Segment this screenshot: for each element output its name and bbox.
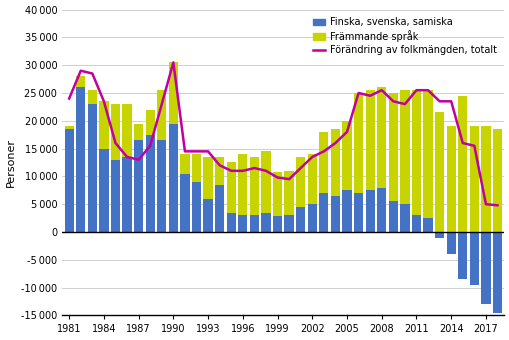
Bar: [226, 163, 235, 212]
Bar: [157, 140, 166, 232]
Bar: [422, 90, 432, 218]
Bar: [376, 188, 386, 232]
Y-axis label: Personer: Personer: [6, 138, 16, 187]
Legend: Finska, svenska, samiska, Främmande språk, Förändring av folkmängden, totalt: Finska, svenska, samiska, Främmande språ…: [309, 14, 499, 58]
Bar: [180, 154, 189, 174]
Bar: [88, 104, 97, 232]
Bar: [238, 215, 247, 232]
Bar: [469, 232, 478, 285]
Bar: [272, 217, 281, 232]
Bar: [434, 232, 443, 238]
Bar: [446, 232, 455, 254]
Bar: [342, 190, 351, 232]
Bar: [249, 157, 259, 215]
Bar: [457, 96, 466, 232]
Bar: [76, 87, 85, 232]
Bar: [272, 172, 281, 217]
Bar: [296, 207, 305, 232]
Bar: [261, 151, 270, 212]
Bar: [65, 126, 74, 129]
Bar: [319, 132, 328, 193]
Bar: [457, 232, 466, 279]
Bar: [400, 90, 409, 204]
Bar: [353, 93, 362, 193]
Bar: [145, 110, 155, 135]
Bar: [203, 157, 212, 199]
Bar: [65, 129, 74, 232]
Bar: [365, 190, 374, 232]
Bar: [110, 104, 120, 160]
Bar: [411, 215, 420, 232]
Bar: [99, 101, 108, 149]
Bar: [388, 201, 397, 232]
Bar: [411, 90, 420, 215]
Bar: [99, 149, 108, 232]
Bar: [191, 154, 201, 182]
Bar: [122, 104, 131, 157]
Bar: [492, 129, 501, 232]
Bar: [330, 129, 340, 196]
Bar: [226, 212, 235, 232]
Bar: [342, 121, 351, 190]
Bar: [434, 113, 443, 232]
Bar: [446, 126, 455, 232]
Bar: [203, 199, 212, 232]
Bar: [238, 154, 247, 215]
Bar: [215, 157, 224, 185]
Bar: [400, 204, 409, 232]
Bar: [365, 90, 374, 190]
Bar: [157, 90, 166, 140]
Bar: [134, 140, 143, 232]
Bar: [215, 185, 224, 232]
Bar: [296, 157, 305, 207]
Bar: [307, 204, 316, 232]
Bar: [480, 232, 490, 304]
Bar: [180, 174, 189, 232]
Bar: [191, 182, 201, 232]
Bar: [249, 215, 259, 232]
Bar: [76, 76, 85, 87]
Bar: [168, 123, 178, 232]
Bar: [284, 171, 293, 215]
Bar: [261, 212, 270, 232]
Bar: [388, 93, 397, 201]
Bar: [88, 90, 97, 104]
Bar: [330, 196, 340, 232]
Bar: [353, 193, 362, 232]
Bar: [492, 232, 501, 313]
Bar: [110, 160, 120, 232]
Bar: [145, 135, 155, 232]
Bar: [376, 87, 386, 188]
Bar: [469, 126, 478, 232]
Bar: [422, 218, 432, 232]
Bar: [307, 154, 316, 204]
Bar: [168, 62, 178, 123]
Bar: [319, 193, 328, 232]
Bar: [122, 157, 131, 232]
Bar: [480, 126, 490, 232]
Bar: [284, 215, 293, 232]
Bar: [134, 123, 143, 140]
